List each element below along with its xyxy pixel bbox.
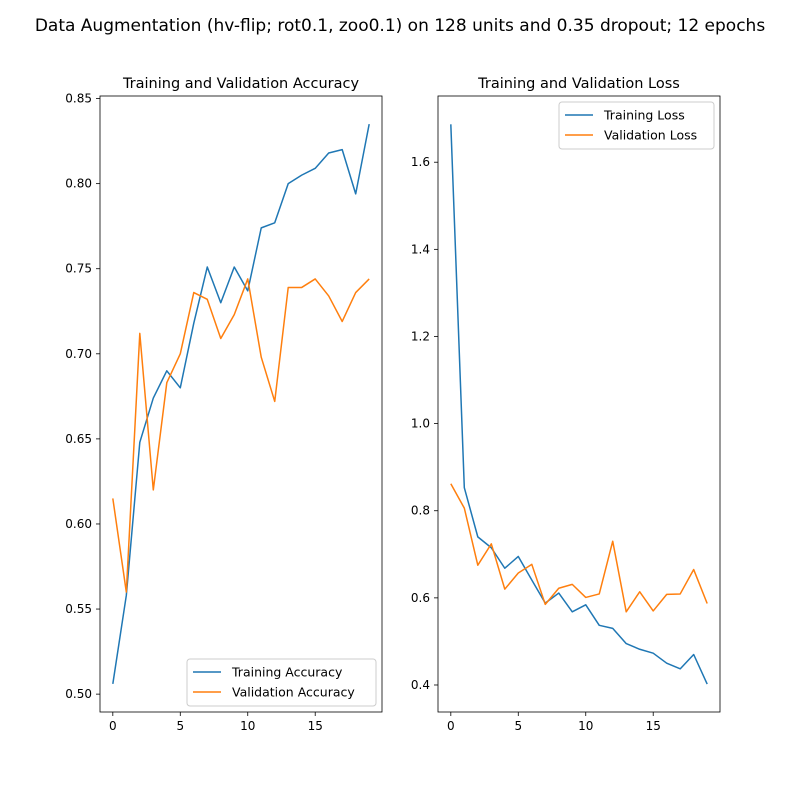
loss-y-tick-label: 1.4 xyxy=(411,242,430,256)
accuracy-y-tick-label: 0.85 xyxy=(65,92,92,106)
loss-y-tick-label: 0.8 xyxy=(411,504,430,518)
accuracy-series-line-training xyxy=(112,123,370,685)
loss-legend-box xyxy=(558,101,715,150)
accuracy-y-tick-label: 0.65 xyxy=(65,432,92,446)
accuracy-x-tick-label: 0 xyxy=(109,719,117,733)
accuracy-legend-label-validation: Validation Accuracy xyxy=(232,685,355,700)
accuracy-x-tick-label: 15 xyxy=(308,719,323,733)
accuracy-x-tick-label: 5 xyxy=(176,719,184,733)
loss-legend-label-training: Training Loss xyxy=(603,108,685,123)
loss-legend: Training Loss Validation Loss xyxy=(558,101,715,150)
accuracy-axes-frame xyxy=(99,95,383,713)
accuracy-legend-box xyxy=(186,658,377,707)
figure-suptitle: Data Augmentation (hv-flip; rot0.1, zoo0… xyxy=(35,16,766,36)
accuracy-panel: Training and Validation Accuracy 0 5 10 15 0.… xyxy=(65,76,383,733)
accuracy-chart-title: Training and Validation Accuracy xyxy=(122,76,360,92)
loss-axes-frame xyxy=(437,95,721,713)
loss-y-tick-label: 0.4 xyxy=(411,678,430,692)
loss-y-tick-label: 0.6 xyxy=(411,591,430,605)
loss-y-tick-label: 1.6 xyxy=(411,155,430,169)
loss-y-tick-label: 1.0 xyxy=(411,417,430,431)
loss-x-tick-label: 10 xyxy=(578,719,593,733)
loss-series-line-validation xyxy=(450,483,708,613)
accuracy-y-tick-label: 0.75 xyxy=(65,262,92,276)
accuracy-y-tick-label: 0.70 xyxy=(65,347,92,361)
accuracy-y-tick-label: 0.50 xyxy=(65,687,92,701)
accuracy-legend-label-training: Training Accuracy xyxy=(231,665,343,680)
accuracy-y-tick-label: 0.80 xyxy=(65,177,92,191)
loss-x-tick-label: 15 xyxy=(646,719,661,733)
accuracy-legend: Training Accuracy Validation Accuracy xyxy=(186,658,377,707)
accuracy-x-tick-label: 10 xyxy=(240,719,255,733)
loss-chart-title: Training and Validation Loss xyxy=(477,76,680,92)
accuracy-y-tick-label: 0.55 xyxy=(65,602,92,616)
loss-x-tick-label: 5 xyxy=(514,719,522,733)
accuracy-series-line-validation xyxy=(112,278,370,593)
accuracy-y-tick-label: 0.60 xyxy=(65,517,92,531)
loss-y-tick-label: 1.2 xyxy=(411,329,430,343)
loss-panel: Training and Validation Loss 0 5 10 15 0.4 0.6… xyxy=(411,76,721,733)
loss-x-tick-label: 0 xyxy=(447,719,455,733)
loss-legend-label-validation: Validation Loss xyxy=(604,128,697,143)
